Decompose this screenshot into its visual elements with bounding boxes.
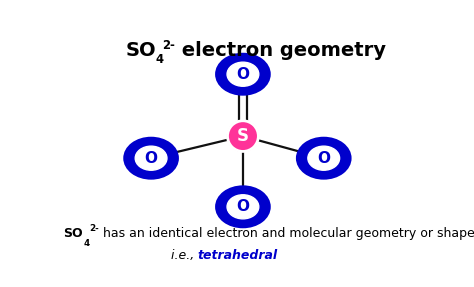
Ellipse shape [135, 146, 167, 170]
Ellipse shape [125, 138, 178, 178]
Ellipse shape [217, 187, 269, 227]
Text: O: O [145, 151, 157, 166]
Text: electron geometry: electron geometry [175, 41, 386, 60]
Text: S: S [237, 127, 249, 145]
Text: 2-: 2- [163, 39, 175, 52]
Ellipse shape [227, 62, 259, 86]
Text: 4: 4 [156, 53, 164, 66]
Text: SO: SO [125, 41, 156, 60]
Text: i.e.,: i.e., [171, 249, 199, 262]
Ellipse shape [217, 54, 269, 94]
Text: O: O [317, 151, 330, 166]
Text: O: O [237, 199, 249, 214]
Text: 4: 4 [83, 239, 89, 248]
Text: O: O [237, 67, 249, 82]
Text: SO: SO [63, 227, 82, 240]
Ellipse shape [227, 195, 259, 219]
Text: has an identical electron and molecular geometry or shape: has an identical electron and molecular … [99, 227, 474, 240]
Text: 2-: 2- [90, 224, 100, 234]
Text: tetrahedral: tetrahedral [197, 249, 277, 262]
Ellipse shape [297, 138, 350, 178]
Ellipse shape [308, 146, 339, 170]
Ellipse shape [228, 121, 258, 152]
